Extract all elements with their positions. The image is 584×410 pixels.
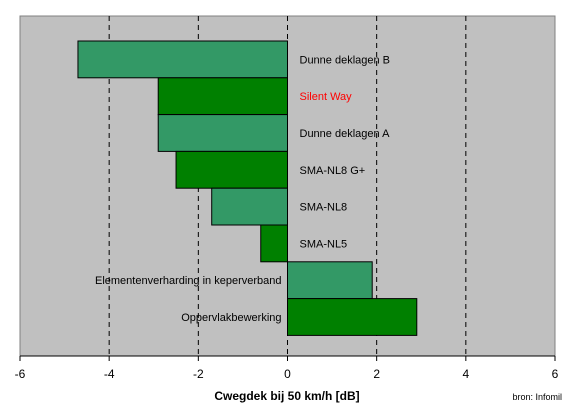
- bar: [175, 150, 289, 189]
- x-tick-label: -6: [15, 367, 26, 381]
- category-label: SMA-NL8: [300, 202, 348, 214]
- x-axis-label: Cwegdek bij 50 km/h [dB]: [214, 389, 359, 403]
- category-label: Oppervlakbewerking: [181, 312, 281, 324]
- x-axis-ticks: -6 -4 -2 0 2 4 6: [15, 356, 559, 381]
- bar: [77, 40, 289, 79]
- x-tick-label: 0: [284, 367, 291, 381]
- bar: [157, 77, 288, 116]
- bar: [260, 224, 288, 263]
- category-label: SMA-NL5: [300, 238, 348, 250]
- x-tick-label: 2: [373, 367, 380, 381]
- bar: [287, 261, 373, 300]
- bar: [157, 114, 288, 152]
- category-labels: Dunne deklagen B Silent Way Dunne deklagen…: [95, 54, 390, 324]
- x-tick-label: 6: [552, 367, 559, 381]
- category-label: Dunne deklagen A: [300, 128, 391, 140]
- bar: [287, 298, 418, 336]
- bar: [211, 187, 288, 226]
- category-label: Silent Way: [300, 91, 353, 103]
- x-tick-label: 4: [462, 367, 469, 381]
- category-label: Dunne deklagen B: [300, 54, 391, 66]
- category-label: Elementenverharding in keperverband: [95, 275, 282, 287]
- category-label: SMA-NL8 G+: [300, 165, 366, 177]
- bars-group: [77, 40, 418, 336]
- x-tick-label: -2: [193, 367, 204, 381]
- x-tick-label: -4: [104, 367, 115, 381]
- source-note: bron: Infomil: [512, 392, 562, 402]
